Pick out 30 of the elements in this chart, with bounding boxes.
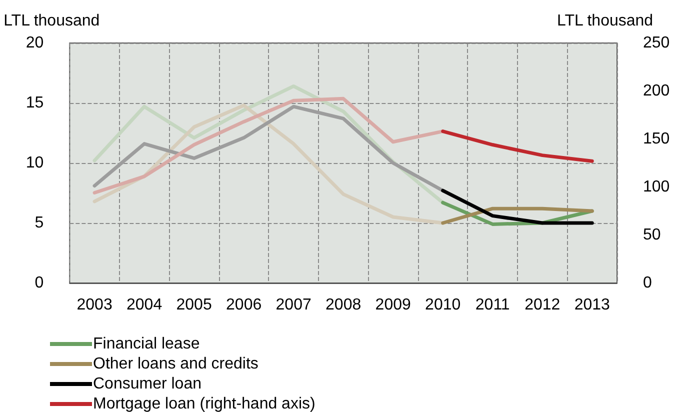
line-series (441, 130, 594, 163)
x-tick-label: 2008 (326, 296, 362, 314)
x-tick-label: 2012 (524, 296, 560, 314)
y2-tick-label: 150 (643, 130, 670, 148)
y-tick-label: 5 (34, 214, 44, 232)
legend-label: Mortgage loan (right-hand axis) (93, 396, 316, 412)
legend-label: Financial lease (93, 336, 200, 352)
y-tick-label: 0 (34, 274, 44, 292)
y2-tick-label: 50 (643, 226, 661, 244)
x-tick-label: 2010 (425, 296, 461, 314)
y2-axis-title: LTL thousand (557, 12, 654, 30)
x-tick-label: 2013 (574, 296, 610, 314)
y-tick-label: 20 (26, 34, 44, 52)
legend-label: Other loans and credits (93, 356, 258, 372)
y2-tick-label: 100 (643, 178, 670, 196)
x-tick-label: 2007 (276, 296, 312, 314)
x-tick-label: 2005 (176, 296, 212, 314)
y-tick-label: 10 (26, 154, 44, 172)
y-axis-title: LTL thousand (4, 12, 100, 30)
x-tick-label: 2006 (226, 296, 262, 314)
x-tick-label: 2011 (475, 296, 510, 314)
x-tick-label: 2009 (375, 296, 411, 314)
legend-label: Consumer loan (93, 376, 202, 392)
y2-tick-label: 0 (643, 274, 652, 292)
y-tick-label: 15 (26, 94, 44, 112)
line-series (92, 104, 445, 225)
x-tick-label: 2003 (76, 296, 112, 314)
x-tick-label: 2004 (126, 296, 162, 314)
y2-tick-label: 200 (643, 82, 670, 100)
y2-tick-label: 250 (643, 34, 670, 52)
